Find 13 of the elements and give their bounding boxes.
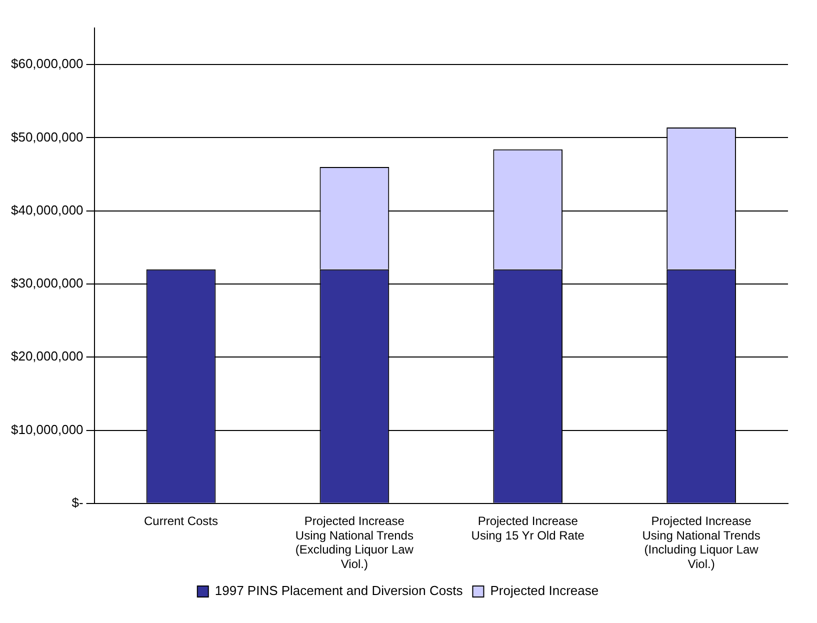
y-tick-label: $40,000,000 (10, 202, 84, 218)
legend-label: 1997 PINS Placement and Diversion Costs (214, 583, 464, 598)
y-tick-label: $10,000,000 (10, 422, 84, 437)
x-tick-label: Projected Increase Using National Trends (Excluding Liquor Law Viol.) (295, 514, 414, 572)
legend-label: Projected Increase (490, 583, 599, 598)
x-tick-label: Projected Increase Using National Trends (Including Liquor Law Viol.) (642, 514, 760, 572)
y-tick-label: $60,000,000 (10, 56, 84, 72)
x-tick-label: Projected Increase Using 15 Yr Old Rate (471, 514, 585, 542)
y-tick-label: $20,000,000 (10, 348, 84, 364)
y-tick-label: $50,000,000 (10, 129, 84, 144)
y-tick-label: $30,000,000 (10, 276, 84, 291)
y-tick-label: $- (72, 494, 84, 510)
x-tick-label: Current Costs (144, 514, 218, 528)
